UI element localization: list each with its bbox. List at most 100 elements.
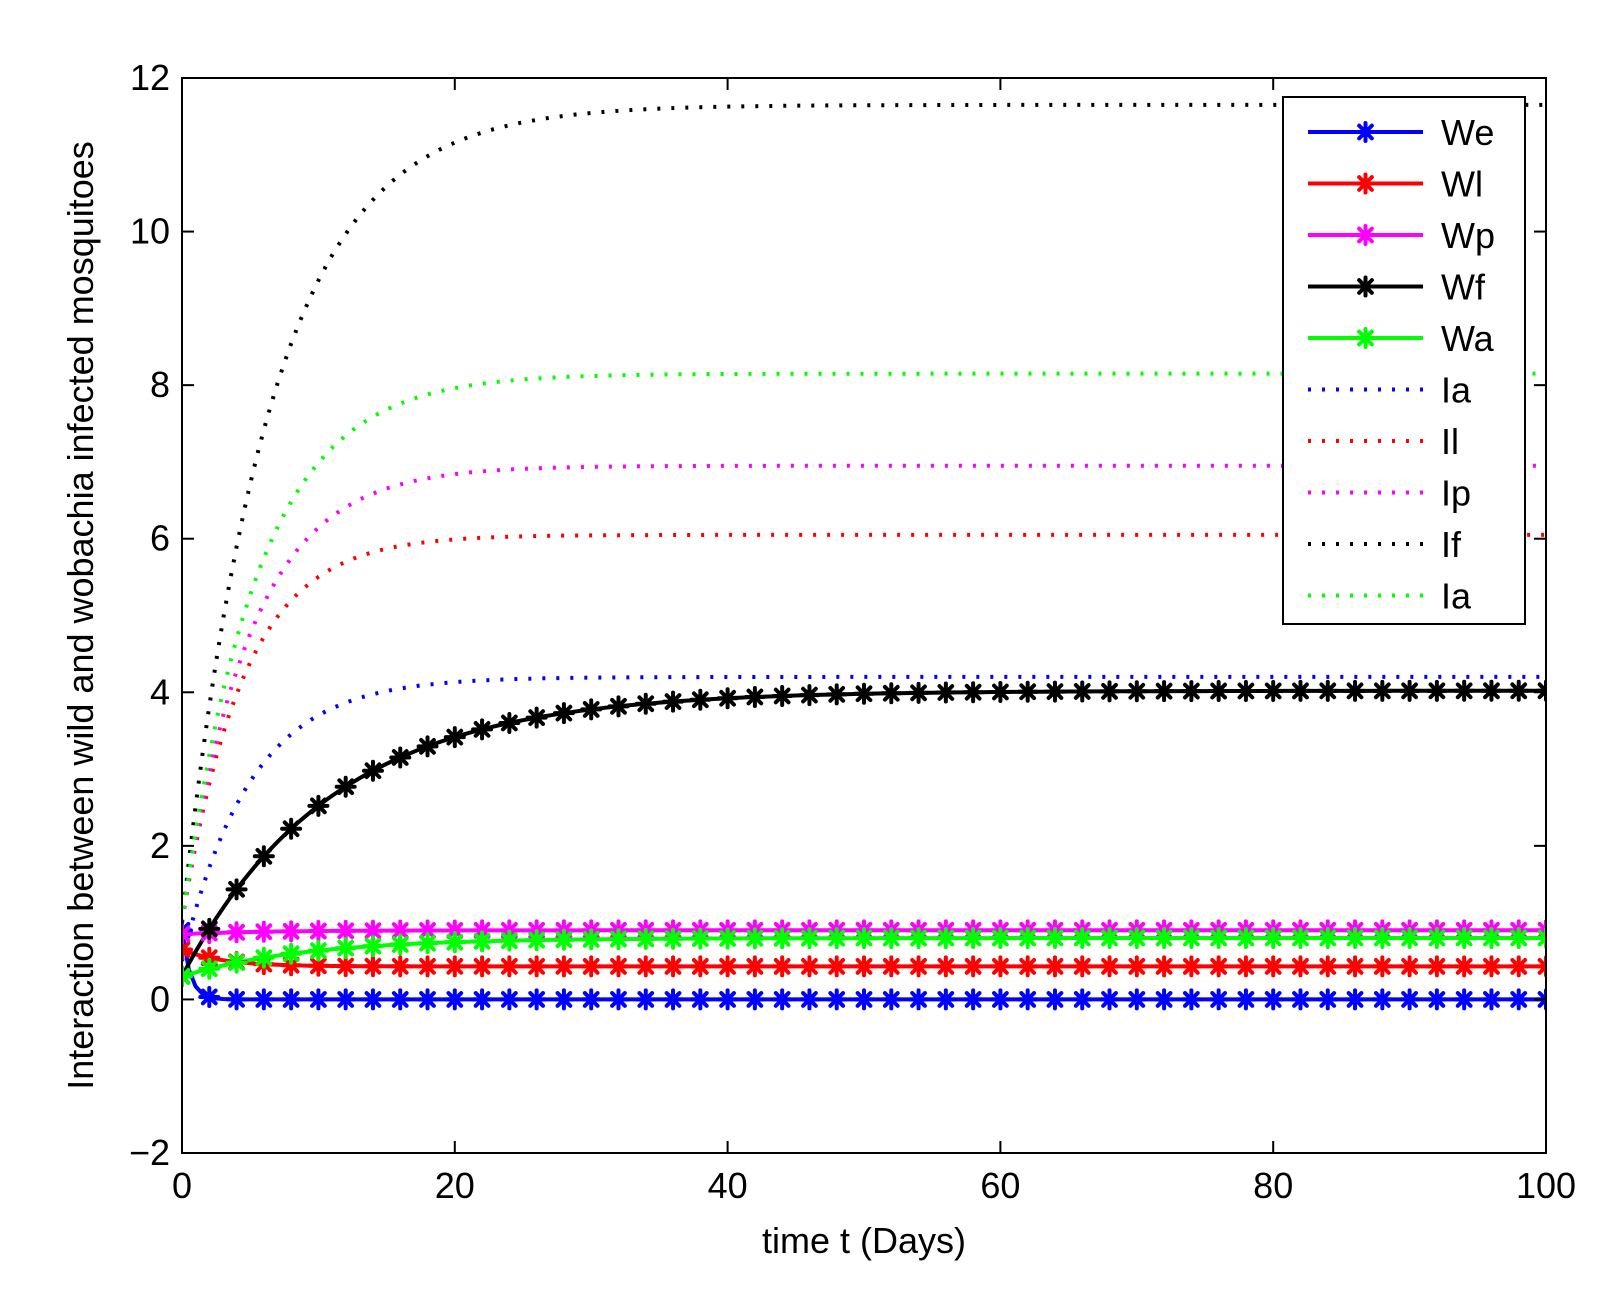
data-point-we [1262, 988, 1285, 1011]
data-point-wf [1016, 680, 1039, 703]
y-tick-label: 4 [150, 671, 170, 712]
data-point-we [1016, 988, 1039, 1011]
data-point-wa [443, 931, 466, 954]
data-point-wl [880, 955, 903, 978]
data-point-we [552, 988, 575, 1011]
data-point-wa [225, 951, 248, 974]
data-point-wf [1316, 679, 1339, 702]
data-point-wf [443, 726, 466, 749]
data-point-we [1207, 988, 1230, 1011]
legend-label-ia: Ia [1441, 576, 1472, 617]
data-point-wl [498, 955, 521, 978]
data-point-we [634, 988, 657, 1011]
data-point-wa [1071, 927, 1094, 950]
data-point-wa [853, 927, 875, 950]
data-point-we [771, 988, 794, 1011]
data-point-wf [580, 698, 603, 721]
data-point-wa [252, 946, 275, 969]
y-tick-label: −2 [129, 1132, 170, 1173]
data-point-wa [1207, 927, 1230, 950]
data-point-wf [1180, 680, 1203, 703]
data-point-wa [416, 932, 439, 955]
data-point-wa [498, 929, 521, 952]
data-point-wl [334, 955, 357, 978]
data-point-wa [307, 939, 330, 962]
x-tick-label: 60 [980, 1165, 1020, 1206]
legend-marker-wp [1354, 224, 1377, 246]
data-point-wf [1153, 680, 1176, 703]
data-point-wf [1289, 679, 1312, 702]
data-point-we [743, 988, 766, 1011]
data-point-wa [361, 935, 384, 958]
data-point-wf [525, 706, 548, 729]
data-point-we [1398, 988, 1421, 1011]
legend-label-wf: Wf [1441, 267, 1486, 308]
data-point-we [498, 988, 521, 1011]
data-point-wp [280, 920, 303, 943]
data-point-wp [225, 921, 248, 944]
y-tick-label: 10 [130, 211, 170, 252]
data-point-wp [334, 919, 357, 942]
data-point-wl [1316, 955, 1339, 978]
data-point-wa [552, 928, 575, 951]
data-point-wa [1289, 927, 1312, 950]
data-point-wa [334, 937, 357, 960]
data-point-wf [198, 917, 221, 940]
data-point-wf [1098, 680, 1121, 703]
legend-marker-wf [1354, 275, 1377, 298]
legend-label-wl: Wl [1441, 164, 1483, 205]
data-point-we [1344, 988, 1367, 1011]
data-point-we [1316, 988, 1339, 1011]
data-point-wl [1371, 955, 1394, 978]
legend-marker-we [1354, 121, 1377, 143]
data-point-wl [389, 955, 412, 978]
data-point-we [880, 988, 903, 1011]
data-point-wa [389, 933, 412, 956]
data-point-wa [798, 927, 821, 950]
data-point-wl [1453, 955, 1476, 978]
data-point-wa [1125, 927, 1148, 950]
data-point-wl [1480, 955, 1503, 978]
data-point-wf [498, 711, 521, 734]
data-point-we [225, 988, 248, 1011]
data-point-we [334, 988, 357, 1011]
data-point-wf [989, 680, 1012, 703]
data-point-wf [389, 746, 412, 769]
data-point-wl [798, 955, 821, 978]
data-point-wa [989, 927, 1012, 950]
data-point-wp [307, 920, 330, 943]
data-point-wl [580, 955, 603, 978]
data-point-we [716, 988, 739, 1011]
data-point-wa [280, 942, 303, 965]
data-point-we [1453, 988, 1476, 1011]
data-point-wf [907, 681, 930, 704]
data-point-we [471, 988, 494, 1011]
data-point-wf [662, 690, 685, 713]
data-point-we [825, 988, 848, 1011]
data-point-wf [307, 794, 330, 817]
legend-label-wp: Wp [1441, 215, 1495, 256]
data-point-wl [934, 955, 957, 978]
data-point-wf [361, 759, 384, 782]
data-point-wa [182, 965, 193, 988]
legend: We Wl Wp Wf Wa Ia Il Ip If Ia [1282, 96, 1526, 625]
legend-label-wa: Wa [1441, 318, 1495, 359]
legend-label-ip: Ip [1441, 473, 1471, 514]
data-point-we [798, 988, 821, 1011]
data-point-wl [1071, 955, 1094, 978]
data-point-we [689, 988, 712, 1011]
data-point-wl [1507, 955, 1530, 978]
data-point-wl [1098, 955, 1121, 978]
data-point-we [525, 988, 548, 1011]
data-point-we [989, 988, 1012, 1011]
data-point-wf [416, 735, 439, 758]
data-point-wl [1016, 955, 1039, 978]
data-point-wl [743, 955, 766, 978]
data-point-we [1507, 988, 1530, 1011]
data-point-wl [662, 955, 685, 978]
data-point-wf [1234, 679, 1257, 702]
data-point-we [1125, 988, 1148, 1011]
data-point-wa [580, 928, 603, 951]
data-point-we [907, 988, 930, 1011]
